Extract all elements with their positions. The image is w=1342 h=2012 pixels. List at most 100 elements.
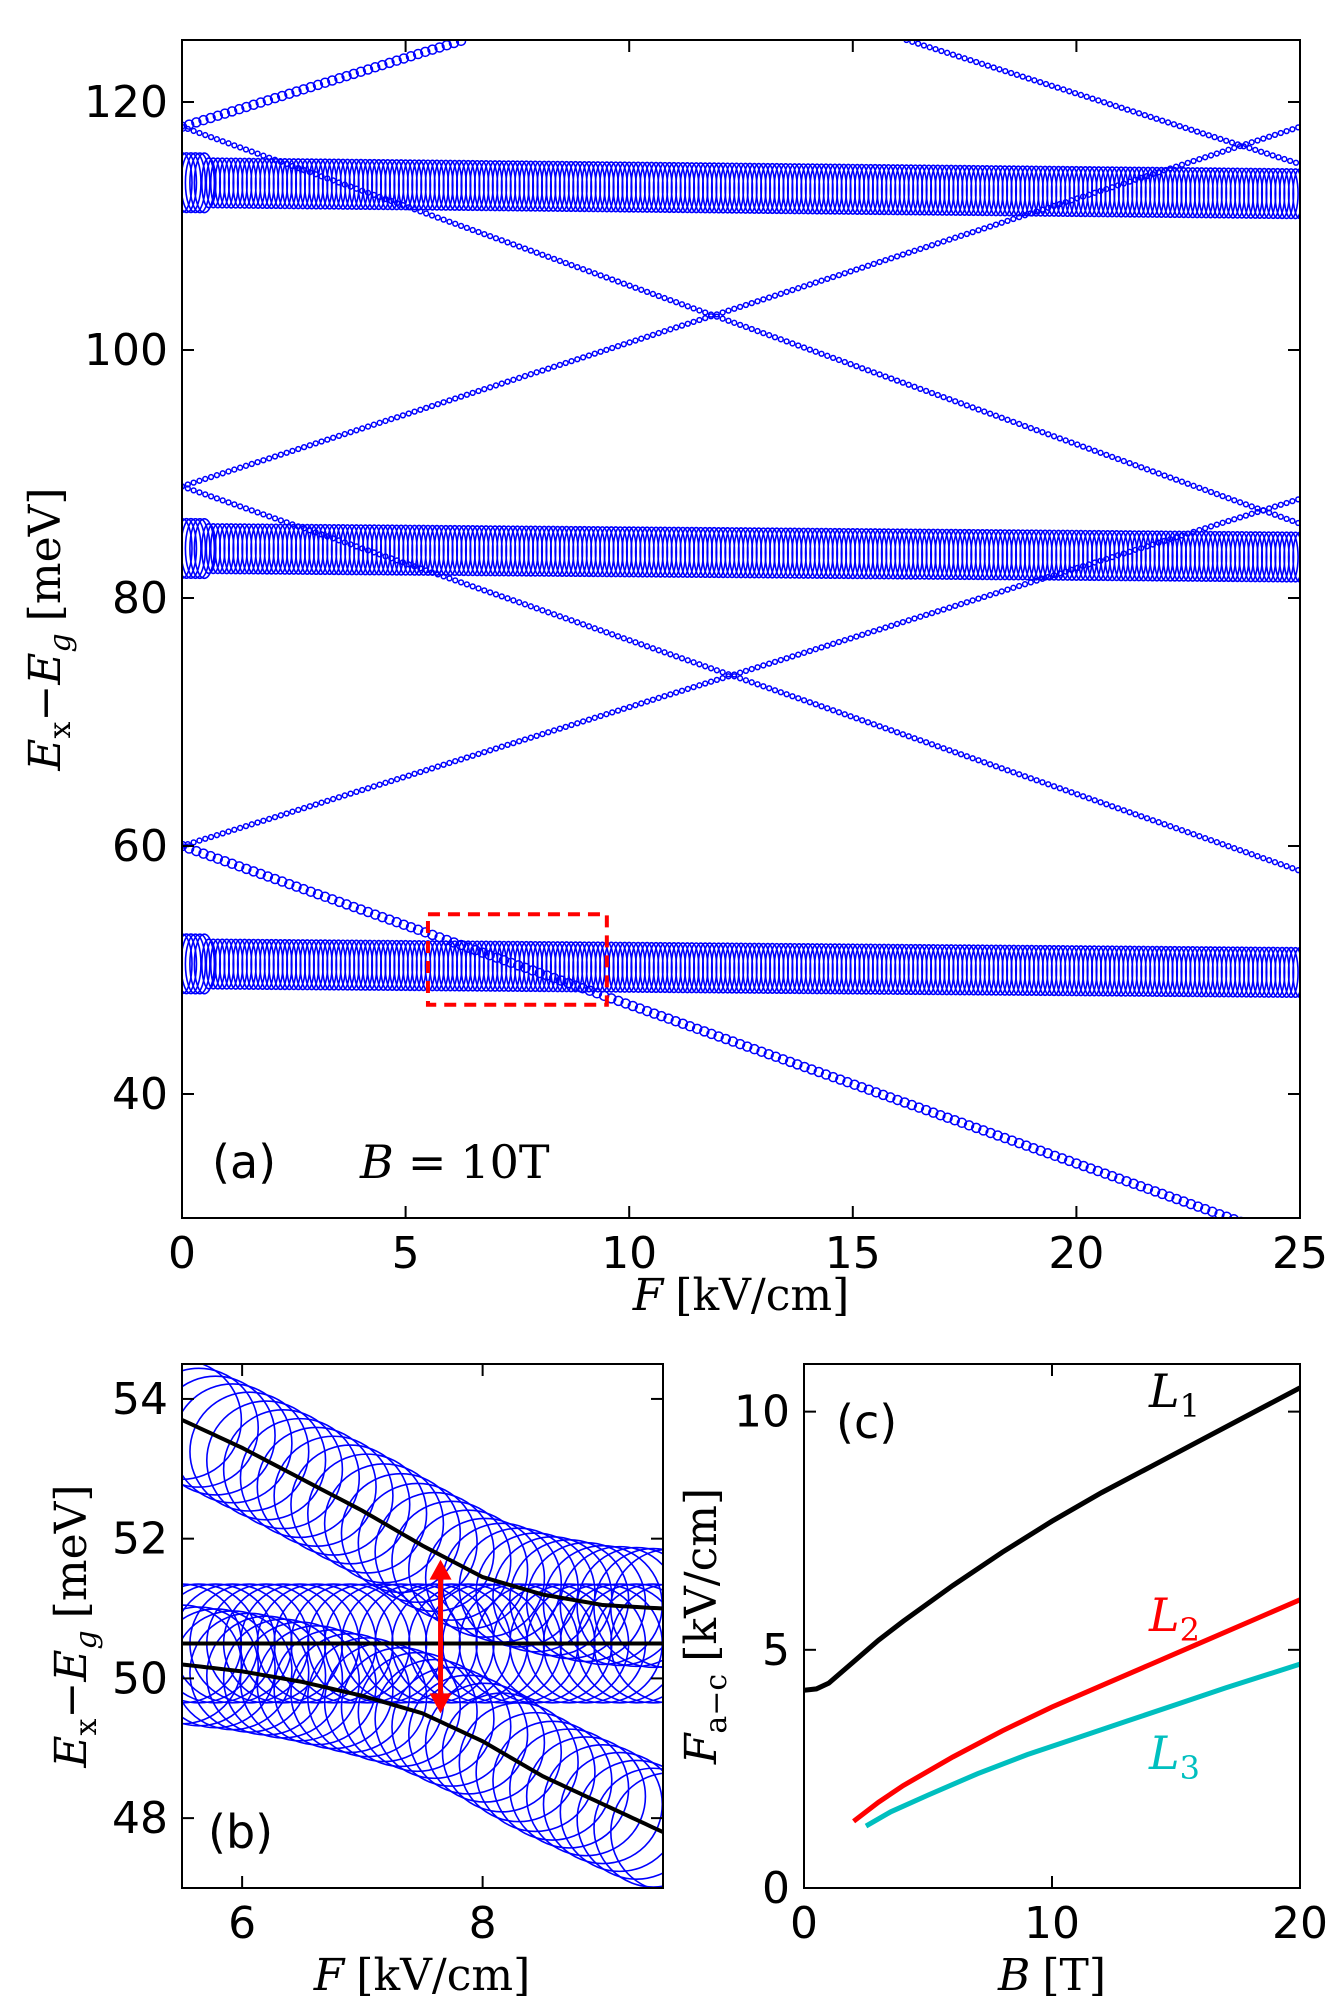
data-point [300, 804, 308, 812]
data-point [405, 561, 412, 568]
data-point [256, 1625, 377, 1746]
data-point [233, 103, 245, 115]
data-point [504, 741, 511, 749]
data-point [295, 164, 302, 172]
data-point [917, 613, 924, 620]
data-point [1054, 84, 1061, 91]
data-point [661, 692, 668, 700]
data-point [1120, 807, 1127, 814]
data-point [696, 316, 703, 324]
panel-a-ytick-label: 120 [84, 77, 168, 128]
panel-c-ytick-label: 0 [762, 1863, 790, 1914]
data-point [481, 386, 488, 393]
data-point [661, 328, 668, 335]
data-point [1161, 167, 1168, 174]
data-point [341, 899, 352, 910]
data-point [736, 669, 744, 676]
data-point [955, 53, 962, 60]
data-point [789, 340, 796, 347]
data-point [486, 384, 494, 391]
data-point [1091, 559, 1098, 566]
data-point [882, 725, 889, 732]
data-point [219, 108, 231, 119]
data-point [1074, 441, 1081, 448]
data-point [763, 1048, 774, 1060]
data-point [1121, 1175, 1132, 1187]
panel-a-annotation: B = 10T [359, 1135, 550, 1189]
data-point [405, 204, 412, 211]
data-point [266, 455, 273, 462]
data-point [475, 585, 482, 592]
data-point [620, 635, 627, 642]
data-point [893, 377, 901, 384]
data-point [1031, 77, 1038, 84]
data-point [1248, 503, 1255, 510]
panel-c-ylabel: Fa−c[kV/cm] [676, 1488, 734, 1765]
data-point [702, 309, 709, 316]
data-point [1097, 449, 1104, 456]
data-point [632, 284, 639, 291]
line-label-L1: L1 [1148, 1364, 1200, 1425]
data-point [463, 391, 471, 398]
data-point [649, 290, 657, 298]
data-point [1225, 517, 1232, 525]
data-point [520, 962, 531, 974]
data-point [486, 233, 494, 240]
data-point [984, 62, 992, 69]
data-point [1004, 586, 1011, 593]
data-point [992, 590, 1000, 597]
data-point [182, 933, 193, 995]
data-point [579, 621, 587, 628]
data-point [1016, 213, 1023, 221]
data-point [1010, 769, 1017, 776]
data-point [298, 84, 309, 95]
data-point [1295, 867, 1300, 874]
data-point [702, 680, 709, 687]
data-point [271, 453, 279, 460]
data-point [597, 627, 604, 634]
data-point [1132, 546, 1139, 554]
panel-b-label: (b) [208, 1805, 273, 1859]
panel-c-xtick-label: 0 [790, 1898, 818, 1949]
data-point [1182, 124, 1189, 132]
data-point [766, 332, 773, 339]
data-point [853, 266, 860, 273]
data-point [305, 886, 317, 897]
data-point [914, 40, 922, 47]
data-point [1231, 144, 1238, 152]
data-point [591, 270, 598, 277]
data-point [1114, 455, 1122, 463]
data-point [306, 169, 314, 176]
data-point [219, 830, 226, 837]
data-point [248, 460, 255, 468]
data-point [184, 485, 191, 492]
line-label-L2: L2 [1148, 1588, 1200, 1649]
data-point [1207, 523, 1215, 530]
data-point [1143, 815, 1151, 822]
data-point [736, 303, 744, 311]
data-point [806, 1064, 817, 1075]
data-point [1025, 75, 1032, 82]
data-point [271, 156, 279, 163]
data-point [1283, 168, 1299, 220]
data-point [1109, 553, 1116, 561]
data-point [909, 40, 916, 45]
data-point [527, 734, 534, 741]
data-point [643, 333, 651, 340]
data-point [818, 703, 825, 710]
data-point [1033, 777, 1040, 784]
data-point [298, 883, 309, 895]
data-point [182, 1604, 243, 1725]
data-point [719, 674, 726, 682]
data-point [998, 765, 1005, 772]
data-point [334, 73, 345, 84]
data-point [591, 350, 598, 357]
data-point [539, 730, 546, 738]
data-point [193, 152, 216, 214]
data-point [427, 44, 438, 55]
line-L3 [864, 1661, 1300, 1829]
data-point [1039, 206, 1046, 213]
panel-c-xtick-label: 10 [1024, 1898, 1080, 1949]
data-point [1221, 1211, 1232, 1218]
data-point [1066, 88, 1073, 95]
